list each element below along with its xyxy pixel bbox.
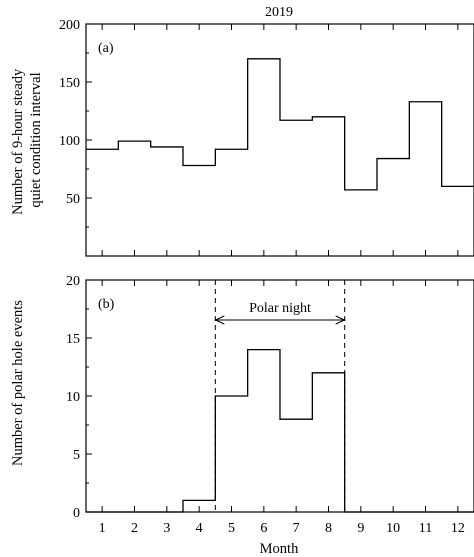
panel-b-ytick-label: 20 (66, 274, 80, 289)
panel-b-xtick-label: 10 (386, 521, 400, 536)
panel-b-xtick-label: 11 (419, 521, 432, 536)
panel-a-series-line (86, 58, 474, 191)
panel-a-ytick-label: 100 (59, 134, 80, 149)
panel-b-xtick-label: 8 (325, 521, 332, 536)
panel-b-xtick-label: 9 (357, 521, 364, 536)
panel-b-xtick-label: 1 (99, 521, 106, 536)
polar-night-arrow-left-head (214, 315, 225, 325)
panel-b-xtick-label: 4 (196, 521, 203, 536)
panel-a-ytick-label: 50 (66, 192, 80, 207)
x-axis-title: Month (260, 541, 299, 557)
panel-a-tag: (a) (98, 41, 114, 56)
panel-b-xtick-label: 5 (228, 521, 235, 536)
polar-night-arrow-right-head (335, 315, 346, 325)
panel-a-ylabel-line-2: quiet condition interval (28, 72, 44, 207)
panel-b-ylabel: Number of polar hole events (10, 300, 26, 466)
panel-b-xtick-label: 2 (131, 521, 138, 536)
polar-night-label: Polar night (249, 301, 311, 316)
panel-a-ylabel: Number of 9-hour steady quiet condition … (10, 65, 44, 215)
panel-b-ytick-label: 10 (66, 390, 80, 405)
panel-b-xtick-label: 7 (293, 521, 300, 536)
panel-a-ytick-label: 150 (59, 76, 80, 91)
panel-b-xtick-label: 6 (260, 521, 267, 536)
panel-a-ytick-label: 200 (59, 18, 80, 33)
panel-b-ytick-label: 0 (73, 506, 80, 521)
panel-b-tag: (b) (98, 297, 115, 312)
panel-b-ytick-label: 15 (66, 332, 80, 347)
panel-b-series-line (86, 348, 474, 513)
panel-b-xtick-label: 12 (451, 521, 465, 536)
figure-title: 2019 (265, 5, 293, 20)
panel-b-ytick-label: 5 (73, 448, 80, 463)
panel-b-xtick-label: 3 (163, 521, 170, 536)
panel-a: 50 100 150 200 (a) Number of 9-hour steady … (10, 18, 474, 257)
panel-a-ylabel-line-1: Number of 9-hour steady (10, 68, 26, 215)
